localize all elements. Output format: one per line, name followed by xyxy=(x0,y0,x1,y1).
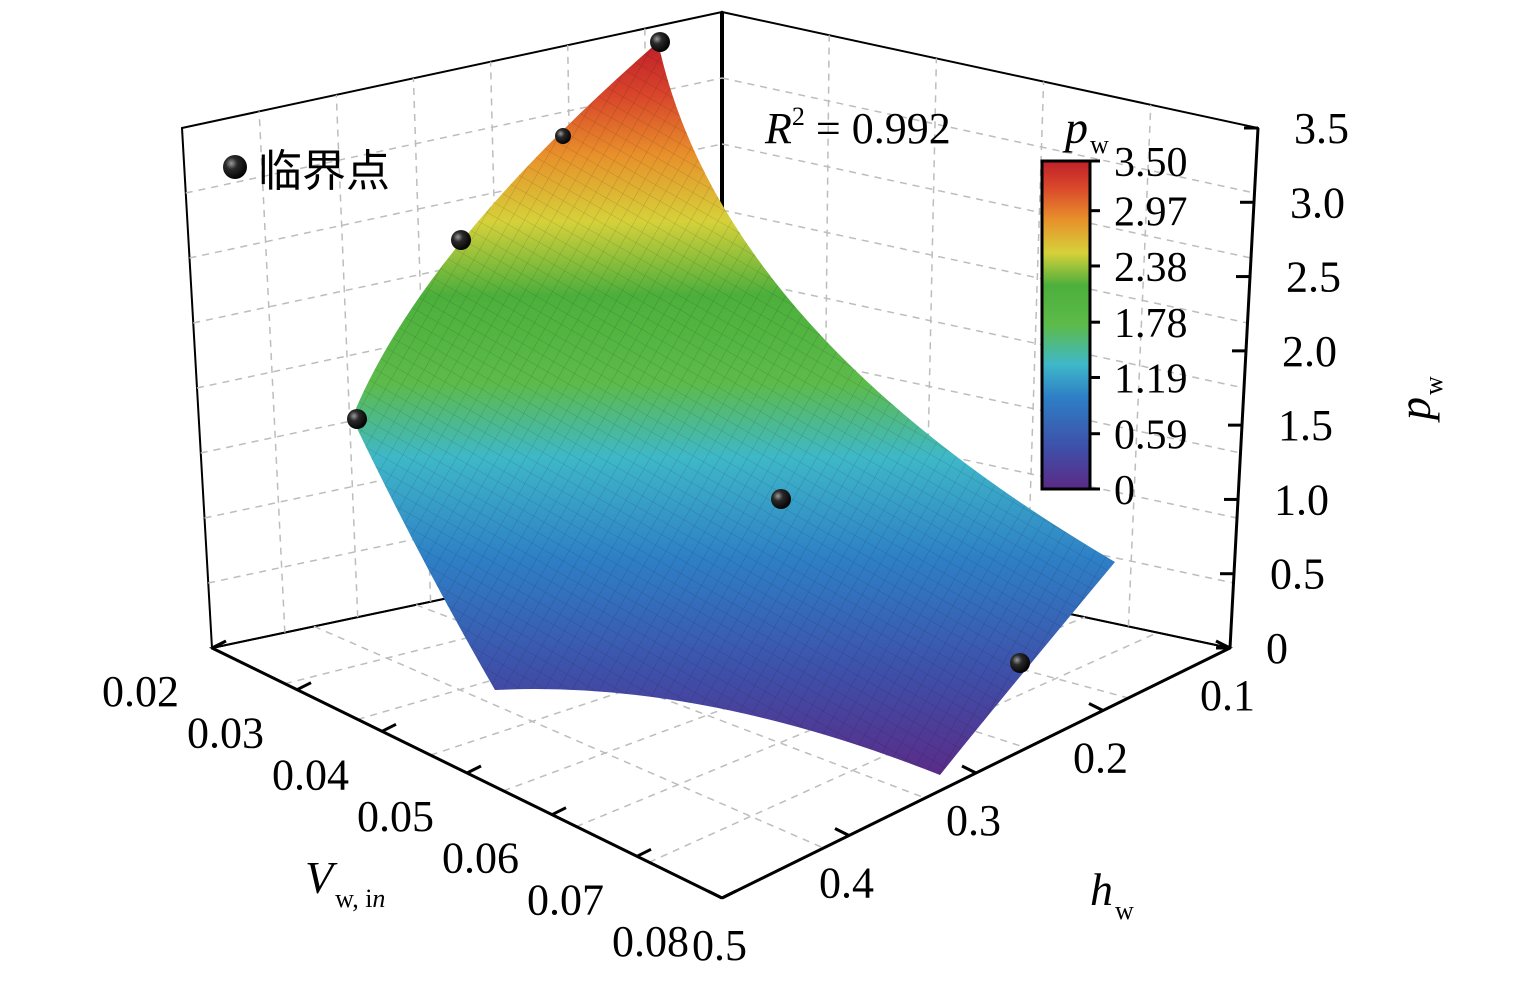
v-tick-mark xyxy=(551,806,567,817)
grid-line xyxy=(1127,104,1152,627)
p-tick-label: 2.0 xyxy=(1282,327,1337,376)
v-tick-mark xyxy=(381,722,397,733)
h-tick-label: 0.2 xyxy=(1073,734,1128,783)
legend-marker-icon xyxy=(223,155,247,179)
colorbar-tick-label: 3.50 xyxy=(1114,140,1188,186)
h-tick-label: 0.5 xyxy=(692,921,747,970)
critical-point xyxy=(451,230,471,250)
v-axis-title: Vw, in xyxy=(305,852,385,913)
v-tick-label: 0.06 xyxy=(442,834,519,883)
colorbar-title: pw xyxy=(1062,102,1109,159)
colorbar-tick-label: 2.38 xyxy=(1114,245,1188,291)
grid-line xyxy=(258,111,286,633)
colorbar-tick-label: 2.97 xyxy=(1114,190,1188,236)
grid-line xyxy=(1026,81,1045,605)
p-tick-label: 0 xyxy=(1266,624,1288,673)
v-axis-ticks: 0.020.030.040.050.060.070.08 xyxy=(102,639,737,966)
v-tick-label: 0.04 xyxy=(272,750,349,799)
h-tick-mark xyxy=(1088,702,1104,712)
legend: 临界点 xyxy=(223,146,390,197)
r-squared-annotation: R2 = 0.992 xyxy=(764,102,951,153)
v-tick-label: 0.03 xyxy=(187,709,264,758)
critical-point xyxy=(1010,653,1030,673)
v-tick-label: 0.02 xyxy=(102,667,179,716)
p-axis-ticks: 0 0.5 1.0 1.5 2.0 2.5 3.0 3.5 xyxy=(1216,104,1349,673)
colorbar-ticks: 3.502.97 2.38 1.78 1.19 0.59 0 xyxy=(1090,140,1188,514)
h-tick-mark xyxy=(961,764,977,775)
grid-line xyxy=(721,341,1241,454)
h-axis-ticks: 0.1 0.2 0.3 0.4 0.5 xyxy=(692,639,1255,970)
grid-line xyxy=(313,625,824,849)
h-tick-mark xyxy=(834,827,850,837)
v-tick-label: 0.05 xyxy=(357,792,434,841)
colorbar-tick-label: 1.78 xyxy=(1114,301,1188,347)
fitted-surface xyxy=(352,42,1115,775)
p-tick-label: 3.0 xyxy=(1290,178,1345,227)
p-axis-title: pw xyxy=(1389,376,1448,423)
critical-point xyxy=(555,128,571,144)
v-tick-mark xyxy=(466,764,482,775)
v-tick-mark xyxy=(636,847,652,858)
grid-line xyxy=(721,407,1238,519)
grid-line xyxy=(335,94,359,618)
grid-line xyxy=(721,275,1245,389)
h-tick-label: 0.1 xyxy=(1200,671,1255,720)
colorbar-tick-label: 0.59 xyxy=(1114,413,1188,459)
colorbar-tick-label: 1.19 xyxy=(1114,356,1188,402)
colorbar-tick-label: 0 xyxy=(1114,468,1135,514)
h-axis-title: hw xyxy=(1090,864,1134,925)
p-tick-label: 0.5 xyxy=(1270,550,1325,599)
v-tick-mark xyxy=(721,889,737,900)
legend-label: 临界点 xyxy=(258,146,390,197)
v-tick-label: 0.07 xyxy=(527,875,604,924)
v-tick-label: 0.08 xyxy=(612,917,689,966)
h-tick-label: 0.3 xyxy=(946,796,1001,845)
v-tick-mark xyxy=(211,639,227,650)
colorbar: pw 3.502.97 2.38 1.78 1.19 0.59 0 xyxy=(1040,102,1188,514)
p-tick-label: 3.5 xyxy=(1294,104,1349,153)
p-tick-label: 2.5 xyxy=(1286,253,1341,302)
grid-line xyxy=(721,209,1248,324)
critical-point xyxy=(771,489,791,509)
p-axis-line xyxy=(1228,127,1260,649)
p-tick-label: 1.5 xyxy=(1278,401,1333,450)
critical-point xyxy=(650,32,670,52)
h-tick-mark xyxy=(707,889,723,900)
h-tick-label: 0.4 xyxy=(819,859,874,908)
v-tick-mark xyxy=(296,681,312,692)
surface-mesh xyxy=(352,42,1115,775)
critical-points xyxy=(347,32,1030,673)
critical-point xyxy=(347,409,367,429)
colorbar-bar xyxy=(1040,159,1092,491)
p-tick-label: 1.0 xyxy=(1274,475,1329,524)
